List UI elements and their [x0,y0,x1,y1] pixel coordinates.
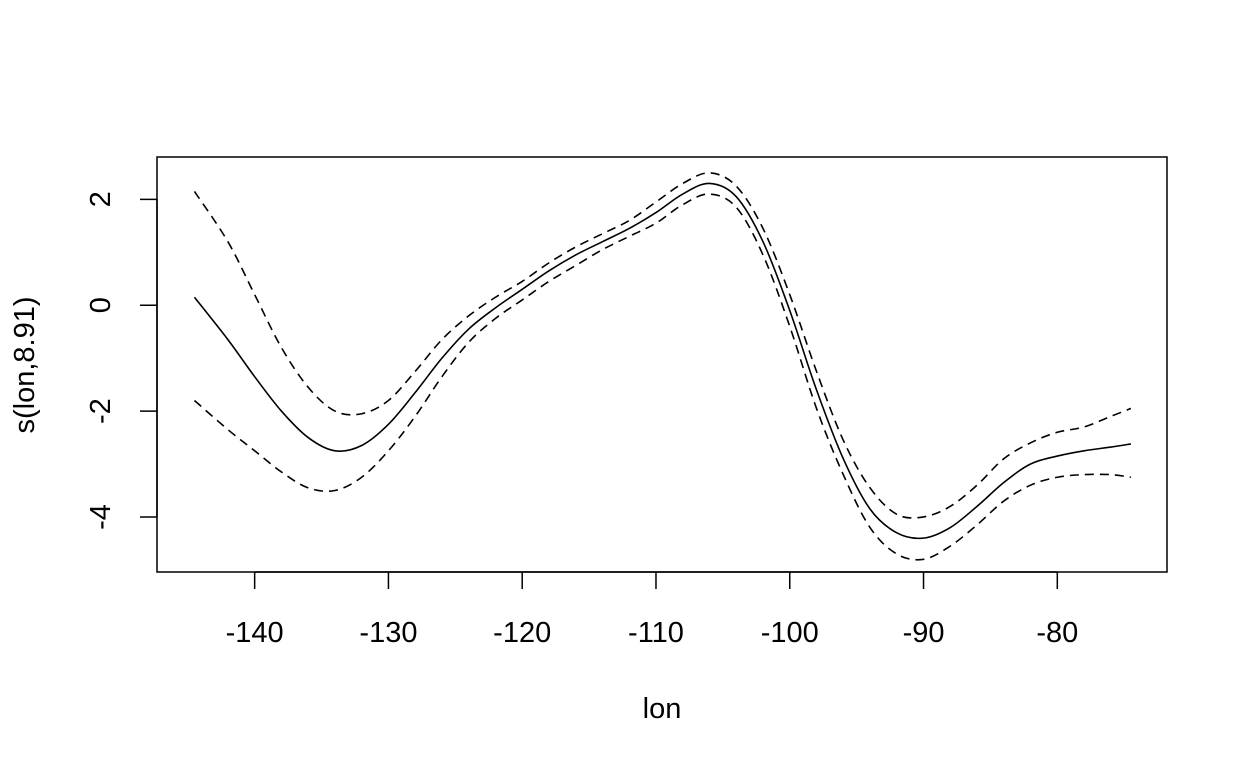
y-tick-label: 2 [85,191,117,207]
x-tick-label: -120 [493,617,551,649]
smooth-estimate-line [193,182,1132,540]
x-tick-label: -110 [628,617,684,649]
y-tick-label: -4 [85,504,117,530]
y-tick-label: -2 [85,398,117,424]
y-tick-label: 0 [85,297,117,313]
confidence-band-line [193,193,1131,561]
x-axis-title: lon [643,693,682,725]
series-layer [193,172,1132,561]
confidence-band-line [193,172,1132,519]
x-tick-label: -130 [359,617,417,649]
x-axis: -140 -130 -120 -110 -100 -90 -80 [226,571,1078,649]
y-axis: -4 -2 0 2 [85,191,158,530]
x-tick-label: -100 [761,617,819,649]
x-tick-label: -90 [903,617,945,649]
y-axis-title: s(lon,8.91) [9,296,41,433]
x-tick-label: -140 [226,617,284,649]
x-tick-label: -80 [1036,617,1078,649]
